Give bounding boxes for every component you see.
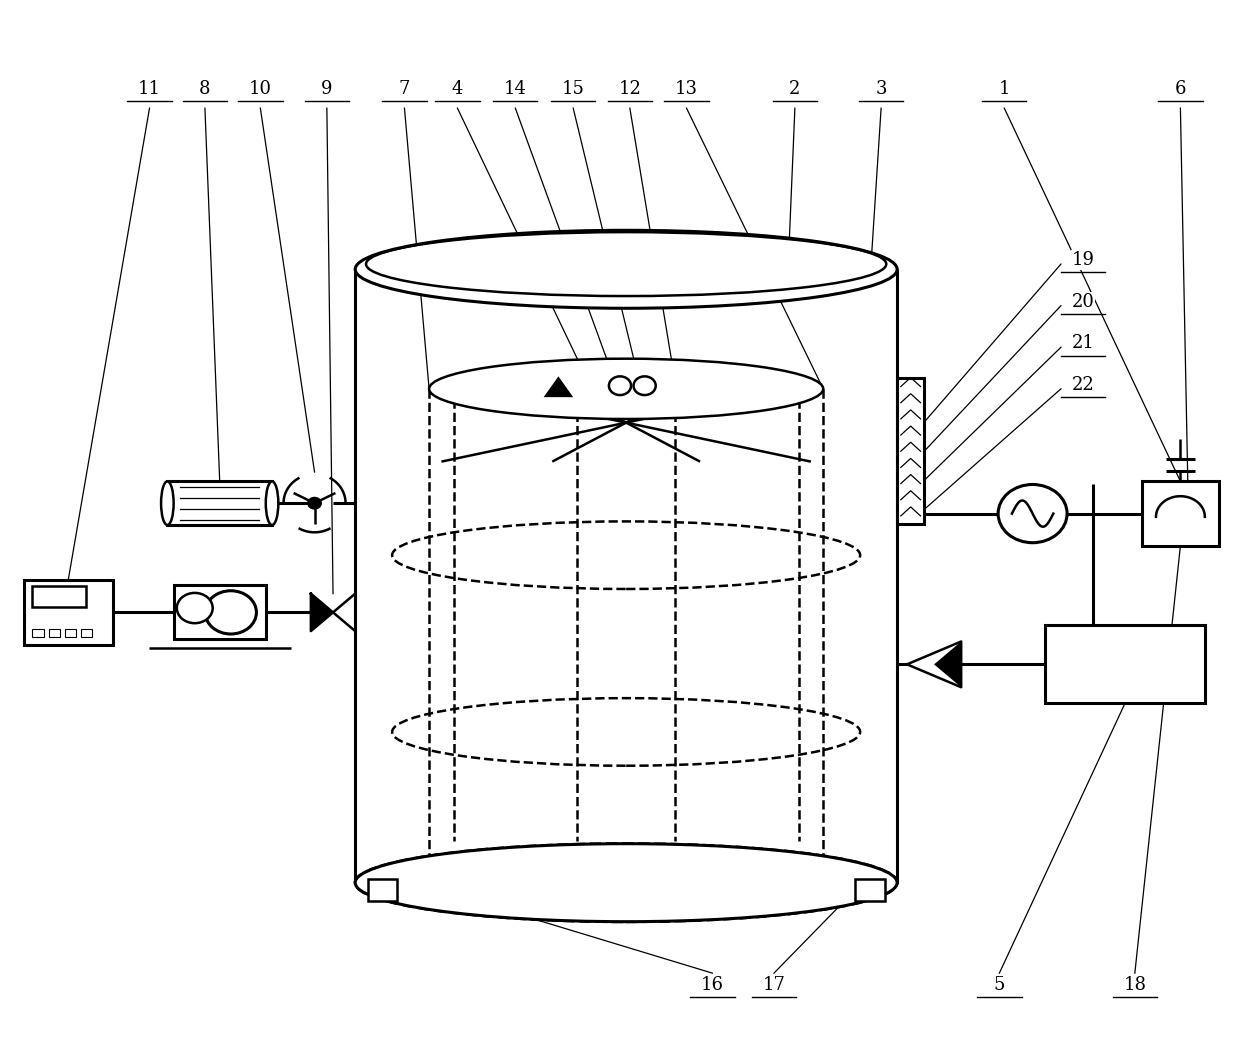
Circle shape	[998, 484, 1068, 543]
Text: 18: 18	[1123, 976, 1146, 994]
Bar	[32, 586, 86, 607]
Bar	[24, 581, 113, 645]
Text: 21: 21	[1071, 334, 1095, 352]
Circle shape	[634, 376, 656, 395]
Ellipse shape	[355, 231, 897, 308]
Text: 20: 20	[1071, 292, 1095, 311]
Text: 16: 16	[701, 976, 724, 994]
Polygon shape	[906, 641, 961, 687]
Text: 12: 12	[619, 80, 641, 97]
Text: 14: 14	[503, 80, 527, 97]
Bar	[856, 878, 885, 901]
Bar	[64, 629, 76, 637]
Circle shape	[205, 591, 257, 634]
Text: 11: 11	[138, 80, 161, 97]
Bar	[48, 629, 60, 637]
Text: 9: 9	[321, 80, 332, 97]
Text: 17: 17	[763, 976, 785, 994]
Ellipse shape	[429, 358, 823, 419]
Polygon shape	[906, 641, 961, 687]
Text: 13: 13	[675, 80, 698, 97]
Bar	[81, 629, 92, 637]
Text: 15: 15	[562, 80, 584, 97]
Polygon shape	[934, 641, 961, 687]
Ellipse shape	[355, 844, 897, 921]
Polygon shape	[334, 593, 355, 631]
Text: 8: 8	[200, 80, 211, 97]
Bar	[1142, 481, 1219, 546]
Bar	[174, 586, 265, 639]
Text: 2: 2	[789, 80, 801, 97]
Bar	[367, 878, 397, 901]
Circle shape	[609, 376, 631, 395]
Ellipse shape	[161, 481, 174, 525]
Polygon shape	[311, 593, 334, 631]
Text: 19: 19	[1071, 252, 1095, 269]
Bar	[1045, 626, 1205, 703]
Bar	[32, 629, 43, 637]
Text: 3: 3	[875, 80, 887, 97]
Text: 1: 1	[998, 80, 1011, 97]
Text: 10: 10	[249, 80, 272, 97]
Text: 4: 4	[451, 80, 463, 97]
Text: 5: 5	[993, 976, 1006, 994]
Text: 22: 22	[1071, 376, 1095, 394]
Bar	[897, 378, 924, 524]
Circle shape	[177, 593, 213, 624]
Text: 6: 6	[1174, 80, 1187, 97]
Circle shape	[309, 498, 321, 508]
Ellipse shape	[265, 481, 278, 525]
Polygon shape	[543, 376, 573, 397]
Bar	[167, 481, 272, 525]
Polygon shape	[906, 641, 961, 687]
Text: 7: 7	[399, 80, 410, 97]
